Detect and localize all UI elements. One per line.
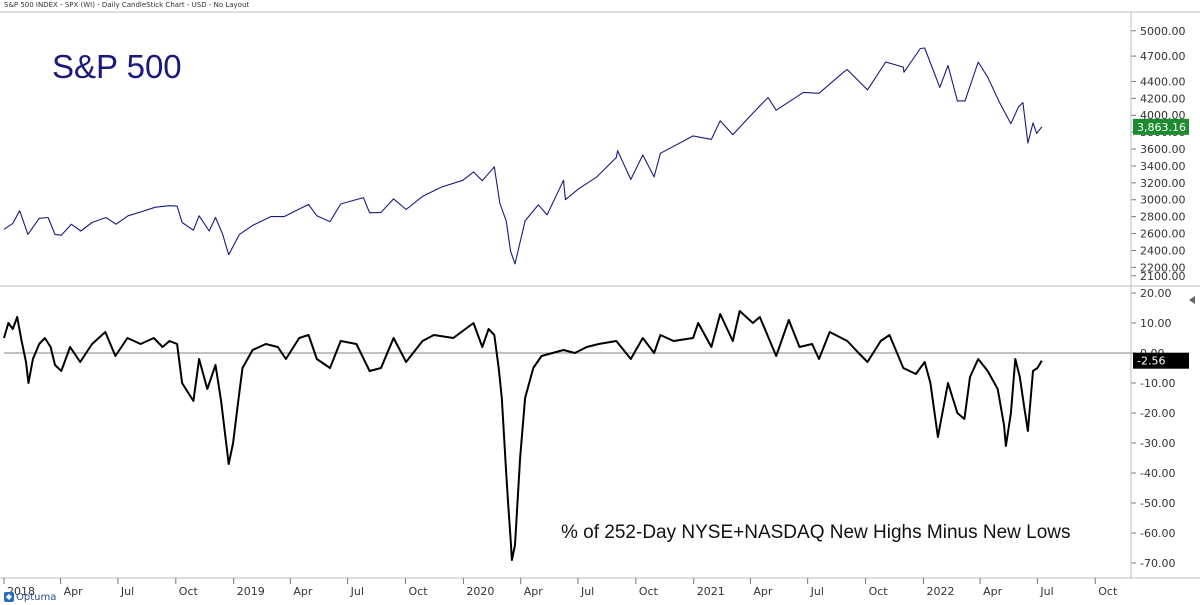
y-tick-label: 4700.00 (1140, 50, 1186, 63)
x-tick-label: Jul (580, 585, 594, 598)
last-value-label: 3,863.16 (1137, 121, 1186, 134)
x-axis: 2018 Apr Jul Oct 2019 Apr Jul Oct 2020 Apr Jul Oct 2… (0, 11, 1200, 598)
indicator-panel: 20.0010.000.00-10.00-20.00-30.00-40.00-5… (3, 287, 1189, 570)
x-tick-label: Apr (293, 585, 313, 598)
y-tick-label: 4400.00 (1140, 75, 1186, 88)
y-tick-label: 4200.00 (1140, 92, 1186, 105)
x-tick-label: Jul (1039, 585, 1053, 598)
y-tick-label: 2100.00 (1140, 270, 1186, 283)
x-tick-label: Oct (869, 585, 889, 598)
y-tick-label: 2800.00 (1140, 211, 1186, 224)
x-tick-label: 2022 (926, 585, 954, 598)
x-tick-label: Oct (179, 585, 199, 598)
x-tick-label: 2019 (237, 585, 265, 598)
indicator-series-line (3, 310, 1043, 561)
y-tick-label: 3200.00 (1140, 177, 1186, 190)
price-panel: 5000.004700.004400.004200.004000.003800.… (3, 25, 1189, 283)
y-tick-label: 2200.00 (1140, 261, 1186, 274)
last-value-label: -2.56 (1137, 355, 1165, 368)
x-tick-label: 2020 (466, 585, 494, 598)
x-tick-label: 2018 (7, 585, 35, 598)
last-value-badge (1133, 352, 1189, 369)
x-tick-label: Apr (983, 585, 1003, 598)
y-tick-label: 3600.00 (1140, 143, 1186, 156)
y-tick-label: -60.00 (1140, 527, 1175, 540)
optuma-logo: ◆ Optuma (4, 590, 56, 604)
x-tick-label: Jul (810, 585, 824, 598)
y-tick-label: -50.00 (1140, 497, 1175, 510)
x-tick-label: Oct (639, 585, 659, 598)
x-tick-label: Oct (409, 585, 429, 598)
y-tick-label: -40.00 (1140, 467, 1175, 480)
last-value-badge (1133, 118, 1189, 135)
x-tick-label: 2021 (697, 585, 725, 598)
x-tick-label: Apr (753, 585, 773, 598)
y-tick-label: -70.00 (1140, 557, 1175, 570)
y-tick-label: 10.00 (1140, 317, 1172, 330)
scroll-arrow-icon[interactable] (1189, 296, 1195, 304)
indicator-panel-title: % of 252-Day NYSE+NASDAQ New Highs Minus… (561, 522, 1071, 543)
y-tick-label: -30.00 (1140, 437, 1175, 450)
x-tick-label: Jul (350, 585, 364, 598)
chart-header: S&P 500 INDEX - SPX (WI) - Daily CandleS… (4, 1, 250, 9)
x-tick-label: Jul (120, 585, 134, 598)
y-tick-label: -20.00 (1140, 407, 1175, 420)
optuma-logo-text: Optuma (16, 591, 57, 603)
y-tick-label: -10.00 (1140, 377, 1175, 390)
y-tick-label: 3400.00 (1140, 160, 1186, 173)
price-panel-title: S&P 500 (52, 48, 182, 85)
y-tick-label: 3000.00 (1140, 194, 1186, 207)
y-tick-label: 20.00 (1140, 287, 1172, 300)
x-tick-label: Apr (524, 585, 544, 598)
x-tick-label: Apr (64, 585, 84, 598)
y-tick-label: 2600.00 (1140, 228, 1186, 241)
y-tick-label: 2400.00 (1140, 244, 1186, 257)
price-series-line (3, 47, 1043, 265)
y-tick-label: 5000.00 (1140, 25, 1186, 38)
optuma-logo-icon: ◆ (4, 592, 14, 602)
x-tick-label: Oct (1098, 585, 1118, 598)
